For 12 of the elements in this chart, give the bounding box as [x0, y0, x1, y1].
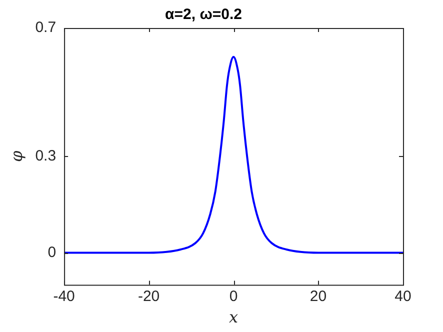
y-tick-label: 0: [48, 244, 56, 261]
x-tick-label: 20: [310, 288, 327, 305]
x-tick-label: 40: [394, 288, 412, 305]
x-tick-label: -40: [53, 288, 75, 305]
x-tick-label: -20: [138, 288, 160, 305]
y-axis-title: φ: [6, 150, 26, 162]
y-tick-label: 0.3: [35, 148, 56, 165]
chart-title: α=2, ω=0.2: [165, 6, 242, 24]
y-tick-label: 0.7: [35, 19, 56, 36]
x-tick-label: 0: [229, 288, 238, 305]
x-axis-title: x: [229, 308, 238, 327]
line-series: [64, 56, 403, 254]
